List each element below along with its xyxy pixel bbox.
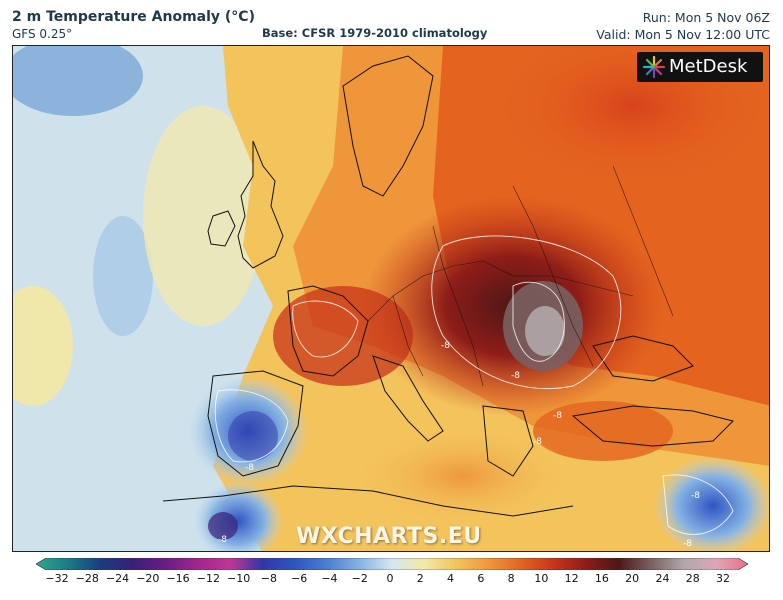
country-borders xyxy=(367,165,674,387)
colorbar-tick-label: 0 xyxy=(386,572,394,585)
chart-title: 2 m Temperature Anomaly (°C) xyxy=(12,9,255,25)
colorbar-tick-label: 28 xyxy=(685,572,700,585)
warm-band-atlantic xyxy=(143,106,263,326)
chart-header: 2 m Temperature Anomaly (°C) GFS 0.25° B… xyxy=(0,0,783,46)
coastline-black-sea xyxy=(592,335,694,382)
colorbar-tick-label: −8 xyxy=(260,572,278,585)
colorbar-tick-label: 10 xyxy=(534,572,549,585)
anomaly-contours xyxy=(214,235,734,535)
colorbar-tick-label: 6 xyxy=(477,572,485,585)
very-cold-core-morocco xyxy=(208,512,238,540)
contour-label: -8 xyxy=(553,411,562,421)
colorbar-tick-label: 24 xyxy=(655,572,670,585)
cold-anomaly-north-atlantic xyxy=(13,46,143,116)
colorbar-tick-label: 32 xyxy=(716,572,730,585)
colorbar-tick-label: −16 xyxy=(166,572,190,585)
colorbar-tick-label: −28 xyxy=(75,572,99,585)
run-time-label: Run: Mon 5 Nov 06Z xyxy=(642,10,770,25)
colorbar-tick-label: −32 xyxy=(45,572,69,585)
colorbar-strip xyxy=(36,558,748,570)
contour-label: -8 xyxy=(533,437,542,447)
coastline-balkans xyxy=(482,405,534,477)
contour-label: -8 xyxy=(683,539,692,549)
colorbar-tick-label: −2 xyxy=(351,572,368,585)
coastline-north-africa xyxy=(162,485,574,517)
cool-anomaly-atlantic xyxy=(93,216,153,336)
colorbar-tick-label: 20 xyxy=(625,572,640,585)
wxcharts-watermark: WXCHARTS.EU xyxy=(296,524,482,549)
contour-label: -8 xyxy=(218,535,227,545)
colorbar-tick-label: 8 xyxy=(507,572,515,585)
red-anomaly-turkey xyxy=(533,401,673,461)
coastline-ireland xyxy=(207,210,236,247)
contour-label: -8 xyxy=(245,463,254,473)
colorbar-tick-label: 16 xyxy=(594,572,609,585)
colorbar-tick-label: −24 xyxy=(105,572,130,585)
extreme-anomaly-center xyxy=(525,306,565,356)
coastline-italy xyxy=(372,355,444,442)
warm-anomaly-atlantic-west xyxy=(13,286,73,406)
model-label: GFS 0.25° xyxy=(12,27,73,41)
cold-anomaly-middle-east xyxy=(653,456,769,551)
coastline-france xyxy=(287,285,369,377)
contour-label: -8 xyxy=(511,371,520,381)
colorbar-tick-label: 4 xyxy=(447,572,455,585)
coastline-scandinavia xyxy=(342,55,434,197)
coastline-turkey xyxy=(571,405,734,447)
colorbar-tick-label: −4 xyxy=(321,572,338,585)
metdesk-logo-text: MetDesk xyxy=(669,56,748,77)
colorbar-tick-label: −6 xyxy=(291,572,308,585)
climatology-base-label: Base: CFSR 1979-2010 climatology xyxy=(262,26,488,40)
colorbar-ticks: −32 −28 −24 −20 −16 −12 −10 −8 −6 −4 −2 0 2 4 6 8 10 12 16… xyxy=(0,572,783,592)
valid-time-label: Valid: Mon 5 Nov 12:00 UTC xyxy=(596,27,770,42)
coastline-iberia xyxy=(207,370,304,477)
colorbar-tick-label: 2 xyxy=(416,572,424,585)
warm-anomaly-mediterranean xyxy=(353,426,573,526)
contour-label: -8 xyxy=(691,491,700,501)
contour-label: -8 xyxy=(441,341,450,351)
colorbar-tick-label: −12 xyxy=(196,572,220,585)
metdesk-logo: MetDesk xyxy=(637,52,763,82)
colorbar-tick-label: 12 xyxy=(564,572,579,585)
coastline-britain xyxy=(237,140,284,269)
colorbar-tick-label: −20 xyxy=(136,572,160,585)
coastlines xyxy=(162,55,734,517)
cold-core-iberia xyxy=(228,411,278,461)
colorbar-tick-label: −10 xyxy=(227,572,251,585)
anomaly-map: -8 -8 -8 -8 -8 -8 -8 -8 MetDesk WXCHARTS xyxy=(12,45,770,552)
map-canvas: -8 -8 -8 -8 -8 -8 -8 -8 xyxy=(13,46,769,551)
colorbar xyxy=(36,558,748,570)
metdesk-star-icon xyxy=(642,55,666,79)
